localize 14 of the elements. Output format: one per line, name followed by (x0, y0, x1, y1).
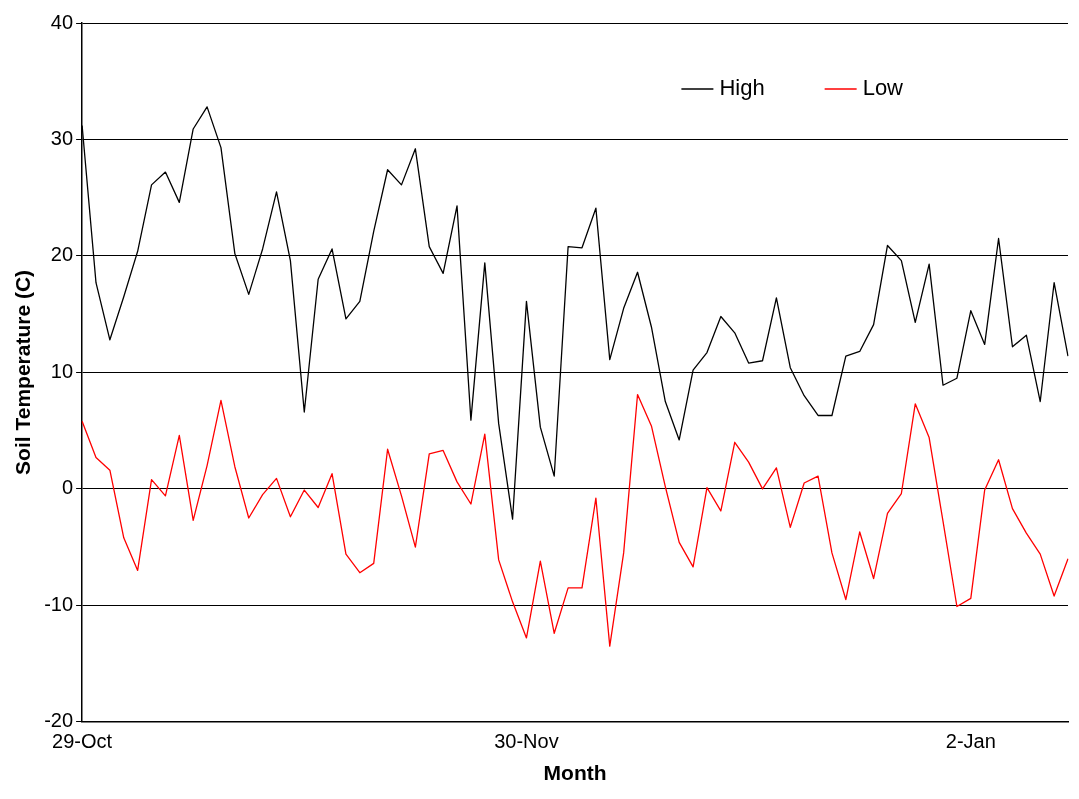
y-axis-title: Soil Temperature (C) (11, 269, 35, 475)
y-tick-label: 30 (50, 126, 74, 149)
x-axis-title: Month (543, 761, 607, 785)
y-tick-label: 40 (50, 10, 74, 33)
legend-label: High (719, 75, 765, 101)
x-tick-label: 29-Oct (52, 730, 113, 753)
y-tick-label: 0 (61, 476, 74, 499)
x-tick-label: 2-Jan (945, 730, 996, 753)
x-tick-label: 30-Nov (494, 730, 559, 753)
y-tick-label: 10 (50, 359, 74, 382)
legend-label: Low (862, 75, 904, 101)
y-tick-label: -10 (44, 592, 74, 615)
y-tick-label: 20 (50, 243, 74, 266)
y-tick-label: -20 (44, 709, 74, 732)
